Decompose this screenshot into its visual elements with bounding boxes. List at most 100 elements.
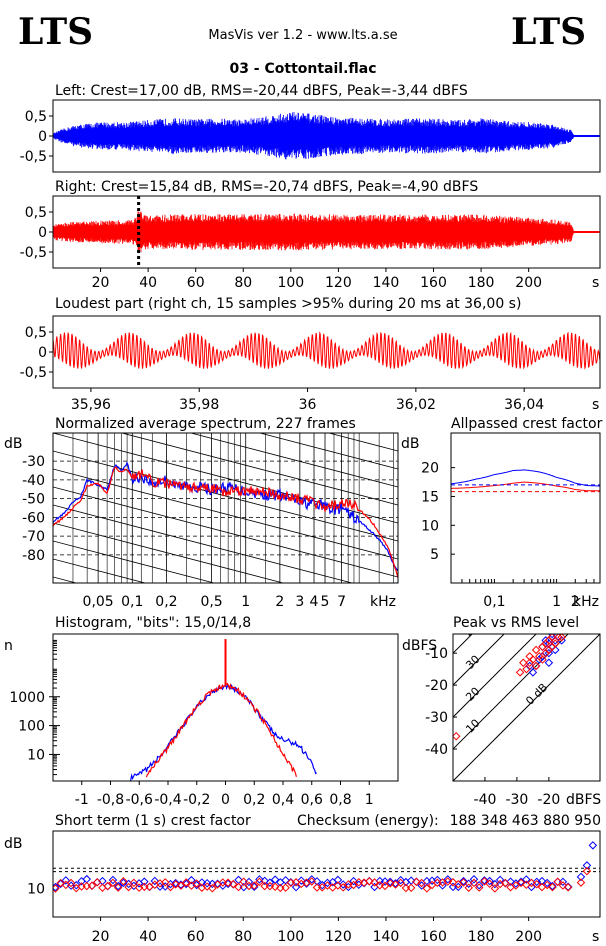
short-crest-point-right — [87, 881, 97, 890]
loudest-xtick-label: 36,02 — [396, 397, 436, 413]
crest-allpass-ytick-label: 5 — [430, 547, 439, 563]
histogram-xtick-label: -0,4 — [154, 792, 181, 808]
spectrum-slope-line — [53, 486, 398, 578]
short-crest-point-right — [338, 883, 348, 892]
short-crest-point-left — [270, 875, 280, 884]
peak-rms-point-right — [557, 634, 566, 642]
short-crest-point-left — [323, 878, 332, 888]
short-crest-xunit: s — [592, 929, 599, 945]
short-crest-point-right — [140, 882, 149, 892]
short-crest-point-left — [140, 877, 149, 886]
peak-rms-point-left — [528, 668, 538, 677]
short-crest-point-left — [490, 879, 500, 889]
crest-allpass-ytick-label: 15 — [421, 489, 439, 505]
peak-rms-crest-label: 40 — [463, 621, 482, 640]
peak-rms-point-right — [525, 658, 534, 668]
short-crest-point-right — [501, 878, 510, 888]
peak-rms-xtick-label: -40 — [474, 792, 497, 808]
spectrum-slope-line — [53, 468, 398, 560]
peak-rms-crest-line — [453, 634, 537, 718]
spectrum-ytick-label: -60 — [22, 510, 45, 526]
short-crest-point-right — [192, 879, 201, 888]
short-crest-point-right — [401, 883, 411, 893]
short-crest-point-right — [82, 881, 92, 891]
histogram-xtick-label: -1 — [75, 792, 89, 808]
short-crest-point-right — [281, 883, 290, 892]
short-crest-point-left — [588, 841, 598, 850]
short-crest-point-left — [291, 882, 301, 892]
peak-rms-xlabel: dBFS — [566, 792, 601, 808]
peak-rms-crest-label: 10 — [463, 717, 482, 736]
spectrum-xtick-label: 0,2 — [155, 594, 177, 610]
peak-rms-point-right — [525, 652, 534, 661]
short-crest-point-right — [375, 881, 385, 890]
short-crest-point-right — [124, 882, 133, 892]
logo-left: LTS — [18, 11, 93, 53]
peak-rms-crest-label: 0 dB — [523, 681, 550, 708]
short-crest-ylabel: dB — [4, 836, 23, 852]
right-wave-xtick-label: 20 — [92, 275, 110, 291]
file-name: 03 - Cottontail.flac — [229, 61, 376, 77]
short-crest-point-right — [176, 881, 186, 890]
spectrum-plot — [53, 433, 398, 583]
short-crest-xtick-label: 60 — [187, 929, 205, 945]
short-crest-point-right — [312, 883, 322, 892]
right-wave-xtick-label: 60 — [187, 275, 205, 291]
spectrum-xtick-label: 0,5 — [200, 594, 222, 610]
peak-rms-crest-line — [453, 634, 473, 654]
spectrum-ytick-label: -80 — [22, 548, 45, 564]
short-crest-point-left — [459, 876, 468, 886]
histogram-series-right — [145, 682, 297, 778]
short-crest-point-right — [119, 876, 128, 886]
crest-allpass-ylabel: dB — [401, 436, 420, 452]
loudest-series — [53, 331, 600, 370]
spectrum-slope-line — [53, 450, 398, 542]
peak-rms-xtick-label: -20 — [537, 792, 560, 808]
short-crest-point-right — [234, 882, 243, 892]
short-crest-xtick-label: 180 — [468, 929, 495, 945]
short-crest-point-right — [459, 878, 468, 887]
short-crest-xtick-label: 20 — [92, 929, 110, 945]
crest-allpass-series-right — [451, 481, 600, 492]
histogram-xtick-label: -0,6 — [126, 792, 153, 808]
short-crest-point-right — [129, 878, 139, 888]
crest-allpass-xtick-label: 0,1 — [483, 594, 505, 610]
histogram-series-left — [130, 683, 317, 781]
histogram-ytick-label: 10 — [27, 747, 45, 763]
short-crest-xtick-label: 120 — [325, 929, 352, 945]
crest-allpass-ytick-label: 20 — [421, 461, 439, 477]
short-crest-point-left — [522, 875, 531, 884]
peak-rms-xtick-label: -30 — [505, 792, 528, 808]
short-crest-point-right — [218, 878, 228, 887]
right-wave-xunit: s — [592, 275, 599, 291]
checksum-label: Checksum (energy): — [297, 813, 439, 829]
short-crest-point-left — [312, 877, 322, 886]
peak-rms-crest-label: 30 — [463, 653, 482, 672]
short-crest-point-left — [443, 875, 453, 884]
short-crest-point-right — [66, 878, 76, 888]
app-title: MasVis ver 1.2 - www.lts.a.se — [208, 28, 397, 43]
histogram-title: Histogram, "bits": 15,0/14,8 — [55, 615, 251, 631]
peak-rms-point-right — [531, 645, 541, 655]
spectrum-xtick-label: 5 — [321, 594, 330, 610]
short-crest-point-right — [208, 884, 217, 893]
short-crest-point-right — [53, 884, 60, 893]
short-crest-point-right — [181, 878, 191, 887]
short-crest-xtick-label: 160 — [420, 929, 447, 945]
peak-rms-ylabel: dBFS — [402, 638, 437, 654]
histogram-plot — [130, 639, 317, 781]
left-wave-series — [53, 112, 600, 160]
loudest-ytick-label: 0,5 — [25, 325, 47, 341]
short-crest-point-right — [396, 878, 405, 888]
spectrum-xunit: kHz — [370, 594, 396, 610]
peak-rms-ytick-label: -30 — [425, 710, 448, 726]
peak-rms-point-left — [544, 658, 554, 668]
crest-allpass-title: Allpassed crest factor — [451, 416, 603, 432]
short-crest-xtick-label: 40 — [139, 929, 157, 945]
spectrum-slope-line — [53, 540, 216, 583]
right-wave-series — [53, 211, 600, 253]
histogram-xtick-label: 0,4 — [272, 792, 294, 808]
right-wave-ytick-label: -0,5 — [20, 245, 47, 261]
histogram-ylabel: n — [4, 638, 13, 654]
short-crest-point-right — [108, 878, 118, 888]
